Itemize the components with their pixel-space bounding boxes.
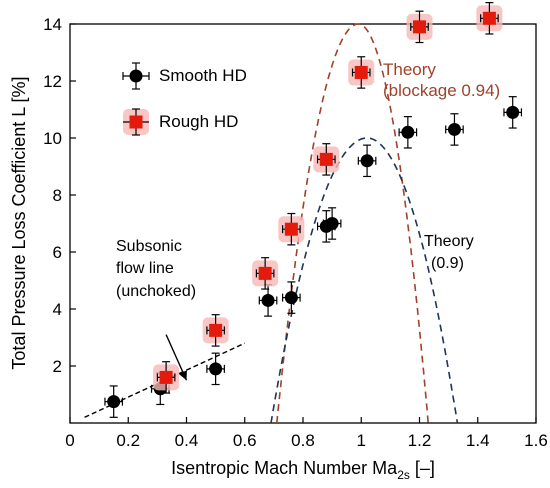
axis-ticks: 0 0.2 0.4 0.6 0.8 1 1.2 1.4 1.6 2 4 6 8 10 12 14 <box>43 15 548 450</box>
smooth-hd-marker <box>209 362 223 376</box>
y-axis-title: Total Pressure Loss Coefficient L [%] <box>9 76 29 369</box>
smooth-hd-point <box>206 352 225 386</box>
legend-label-rough-hd: Rough HD <box>159 112 238 131</box>
rough-hd-marker <box>413 20 426 34</box>
x-tick-label: 1.2 <box>408 431 432 450</box>
y-tick-label: 10 <box>43 129 62 148</box>
smooth-hd-marker <box>506 105 520 119</box>
y-tick-label: 4 <box>53 300 62 319</box>
theory-09-label-1: Theory <box>424 233 474 250</box>
legend-rough-square <box>129 115 143 129</box>
data-markers <box>104 2 523 418</box>
legend-smooth-circle <box>129 69 143 83</box>
y-tick-label: 2 <box>53 357 62 376</box>
rough-hd-point <box>476 2 503 35</box>
smooth-hd-point <box>282 281 301 314</box>
y-tick-label: 12 <box>43 72 62 91</box>
y-tick-label: 14 <box>43 15 62 34</box>
legend-rough-marker <box>123 108 149 136</box>
legend-label-smooth-hd: Smooth HD <box>159 66 247 85</box>
rough-hd-marker <box>159 370 173 384</box>
x-tick-label: 0.8 <box>291 431 315 450</box>
y-tick-label: 6 <box>53 243 62 262</box>
subsonic-label-2: flow line <box>116 260 174 277</box>
x-tick-label: 0.4 <box>175 431 199 450</box>
theory-blockage-curve <box>276 23 429 424</box>
x-axis-title: Isentropic Mach Number Ma2s [–] <box>171 458 435 482</box>
legend: Smooth HD Rough HD <box>122 62 247 136</box>
smooth-hd-marker <box>360 154 374 168</box>
theory-09-curve <box>270 137 459 424</box>
y-tick-label: 8 <box>53 186 62 205</box>
smooth-hd-marker <box>447 122 461 136</box>
smooth-hd-marker <box>401 125 415 139</box>
x-tick-label: 1.6 <box>524 431 548 450</box>
theory-blockage-label-1: Theory <box>383 60 436 79</box>
rough-hd-marker <box>284 222 298 236</box>
x-tick-label: 1 <box>357 431 366 450</box>
smooth-hd-point <box>445 113 464 146</box>
rough-hd-marker <box>354 65 368 79</box>
legend-smooth-marker <box>122 62 150 90</box>
rough-hd-point <box>278 212 305 246</box>
subsonic-label-3: (unchoked) <box>116 283 196 300</box>
rough-hd-point <box>406 10 433 44</box>
smooth-hd-marker <box>325 217 339 230</box>
x-tick-label: 0.2 <box>116 431 140 450</box>
x-tick-label: 1.4 <box>466 431 490 450</box>
theory-09-label-2: (0.9) <box>431 255 464 272</box>
subsonic-arrow-head <box>178 370 187 381</box>
theory-blockage-label-2: (blockage 0.94) <box>383 81 500 100</box>
smooth-hd-point <box>503 96 523 129</box>
rough-hd-marker <box>319 152 333 166</box>
rough-hd-point <box>252 257 279 290</box>
smooth-hd-marker <box>261 293 275 307</box>
smooth-hd-point <box>322 207 342 240</box>
smooth-hd-point <box>357 144 377 178</box>
subsonic-label-1: Subsonic <box>116 238 182 255</box>
smooth-hd-marker <box>284 291 298 305</box>
x-tick-label: 0 <box>65 431 74 450</box>
rough-hd-marker <box>482 11 496 25</box>
rough-hd-point <box>153 361 180 394</box>
rough-hd-marker <box>209 323 223 337</box>
smooth-hd-marker <box>107 395 121 409</box>
x-tick-label: 0.6 <box>233 431 257 450</box>
rough-hd-point <box>313 143 340 176</box>
smooth-hd-point <box>398 116 418 149</box>
rough-hd-point <box>202 314 229 347</box>
rough-hd-marker <box>258 266 272 280</box>
smooth-hd-point <box>104 385 124 418</box>
rough-hd-point <box>348 56 375 89</box>
